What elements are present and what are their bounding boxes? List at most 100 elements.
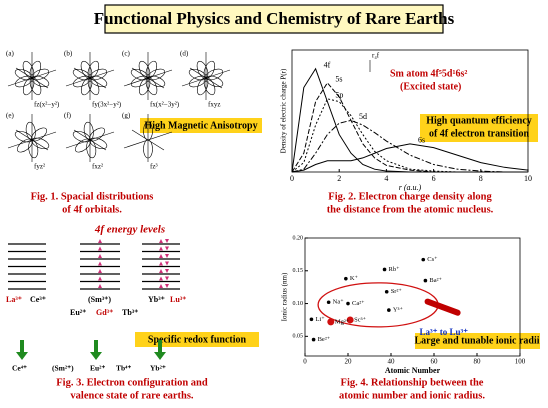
x-tick-label: 6 — [432, 174, 436, 183]
point-label: Ca²⁺ — [352, 300, 365, 307]
lobe — [31, 137, 50, 150]
panel-label: (a) — [6, 50, 14, 58]
point — [327, 318, 335, 326]
orbital-label: fz³ — [150, 163, 158, 171]
caption: of 4f orbitals. — [62, 204, 122, 215]
atom-label: Sm atom 4f⁵5d¹6s² — [390, 68, 467, 79]
orbital-label: fyz² — [34, 163, 45, 171]
point-label: Na⁺ — [333, 299, 345, 306]
curve-label: 5s — [335, 75, 342, 84]
point-label: Be²⁺ — [318, 336, 331, 343]
x-tick-label: 20 — [345, 358, 353, 366]
caption: Fig. 1. Spacial distributions — [31, 191, 154, 202]
reduction-arrow — [154, 340, 166, 360]
lanthanide-series — [424, 298, 461, 316]
caption: the distance from the atomic nucleus. — [327, 204, 494, 215]
ion-label: (Sm²⁺) — [52, 364, 74, 373]
ion-label: Tb³⁺ — [122, 308, 138, 317]
title-box — [104, 4, 444, 34]
panel-label: (c) — [122, 50, 130, 58]
ion-label: Eu²⁺ — [90, 364, 105, 373]
lobe — [89, 68, 108, 81]
point — [384, 289, 389, 294]
point — [344, 276, 348, 281]
lobe — [28, 139, 39, 159]
y-tick-label: 0.20 — [293, 235, 304, 241]
y-tick-label: 0.05 — [293, 334, 304, 340]
ion-label: Yb³⁺ — [148, 295, 165, 304]
point — [346, 301, 350, 306]
caption: Fig. 3. Electron configuration and — [56, 377, 208, 388]
point — [382, 267, 387, 272]
electron — [98, 246, 102, 251]
electron — [165, 239, 169, 243]
lobe — [31, 68, 50, 81]
lobe — [89, 137, 108, 150]
point — [311, 337, 316, 342]
x-tick-label: 40 — [388, 358, 396, 366]
title: Functional Physics and Chemistry of Rare… — [94, 9, 455, 28]
curve-label: 4f — [324, 61, 331, 70]
highlight-box — [135, 332, 259, 347]
orbital-label: fxz² — [92, 163, 103, 171]
electron — [98, 261, 102, 266]
electron — [159, 269, 163, 273]
point-label: Li⁺ — [315, 316, 325, 323]
electron — [165, 276, 169, 281]
ion-label: Eu²⁺ — [70, 308, 86, 317]
density-curve — [291, 143, 529, 173]
heading: 4f energy levels — [94, 224, 165, 236]
electron — [159, 254, 163, 258]
highlight: Specific redox function — [148, 334, 247, 345]
curve-label: 5d — [359, 112, 367, 121]
electron — [159, 261, 163, 266]
panel-label: (b) — [64, 50, 73, 58]
x-tick-label: 8 — [479, 174, 483, 183]
reduction-arrow — [16, 340, 28, 360]
point-label: Mg²⁺ — [335, 318, 350, 325]
panel-label: (f) — [64, 112, 72, 120]
reduction-arrow — [90, 340, 102, 360]
point — [346, 316, 354, 324]
highlight-box — [140, 118, 262, 133]
electron — [98, 239, 102, 243]
series-label: La³⁺ to Lu³⁺ — [420, 327, 469, 337]
ion-label: La³⁺ — [6, 295, 22, 304]
electron — [165, 254, 169, 258]
panel-label: (d) — [180, 50, 189, 58]
electron — [165, 261, 169, 266]
lobe — [205, 68, 224, 81]
density-curve — [291, 119, 528, 173]
y-tick-label: 0.10 — [293, 301, 304, 307]
caption: valence state of rare earths. — [70, 390, 194, 401]
electron — [159, 284, 163, 288]
ion-label: Ce³⁺ — [30, 295, 46, 304]
caption: Fig. 4. Relationship between the — [341, 377, 484, 388]
orbital-label: fy(3x²−y²) — [92, 101, 122, 109]
orbital-label: fxyz — [208, 101, 220, 109]
point-label: Ba²⁺ — [429, 277, 442, 284]
lobe — [31, 127, 48, 142]
point-label: Sc³⁺ — [354, 316, 366, 323]
density-curve — [291, 98, 528, 173]
y-axis-label: Density of electric charge P(r) — [280, 68, 288, 153]
y-tick-label: 0.15 — [293, 268, 304, 274]
lobe — [143, 121, 153, 141]
point-label: Cs⁺ — [427, 256, 438, 263]
orbital-label: fz(x²−y²) — [34, 101, 60, 109]
marker-label: r₄f — [372, 52, 380, 60]
electron — [159, 239, 163, 243]
point — [421, 257, 426, 262]
point-label: Sr²⁺ — [391, 288, 403, 295]
electron — [98, 254, 102, 258]
electron — [159, 246, 163, 251]
point-label: K⁺ — [350, 275, 359, 282]
curve-label: 6s — [418, 136, 425, 145]
electron — [98, 276, 102, 281]
panel-label: (g) — [122, 112, 131, 120]
ion-label: Lu³⁺ — [170, 295, 186, 304]
x-tick-label: 80 — [474, 358, 482, 366]
x-tick-label: 0 — [303, 358, 307, 366]
x-tick-label: 100 — [515, 358, 526, 366]
